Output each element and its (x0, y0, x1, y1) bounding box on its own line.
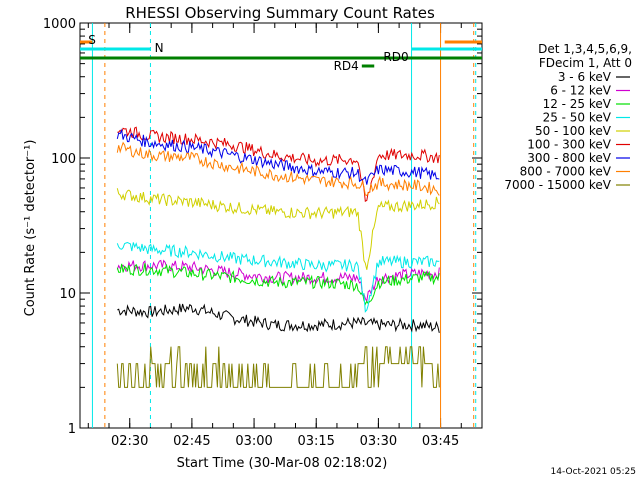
series-line-2 (116, 263, 440, 306)
plot-area: 1 10 100 1000 02:30 02:45 03:00 03:15 03:30 03:45… (43, 17, 630, 449)
series-line-5 (117, 126, 440, 202)
legend-header-2: FDecim 1, Att 0 (539, 56, 632, 70)
legend-label: 50 - 100 keV (535, 124, 612, 138)
flag-label-rd4: RD4 (334, 59, 359, 73)
x-tick-label: 02:30 (111, 434, 148, 449)
series-line-0 (117, 303, 440, 334)
x-tick-label: 03:15 (297, 434, 334, 449)
legend-label: 100 - 300 keV (527, 138, 611, 152)
series-line-8 (116, 346, 440, 388)
legend-label: 25 - 50 keV (543, 111, 612, 125)
series-line-3 (116, 241, 440, 313)
legend-label: 7000 - 15000 keV (504, 178, 611, 192)
legend-header-1: Det 1,3,4,5,6,9, (538, 42, 632, 56)
legend-label: 3 - 6 keV (558, 70, 612, 84)
chart-title: RHESSI Observing Summary Count Rates (125, 4, 435, 22)
x-tick-label: 03:30 (360, 434, 397, 449)
legend-label: 800 - 7000 keV (520, 165, 612, 179)
timestamp: 14-Oct-2021 05:25 (551, 467, 636, 477)
flag-label-s: S (88, 33, 96, 47)
legend-label: 300 - 800 keV (527, 151, 611, 165)
y-axis-label: Count Rate (s⁻¹ detector⁻¹) (23, 140, 38, 317)
y-tick-label: 1000 (43, 17, 76, 32)
legend-label: 12 - 25 keV (543, 97, 612, 111)
series-line-4 (116, 188, 440, 270)
x-tick-label: 03:45 (422, 434, 459, 449)
y-tick-label: 1 (68, 422, 76, 437)
series-line-7 (116, 141, 440, 197)
x-axis-label: Start Time (30-Mar-08 02:18:02) (177, 456, 388, 471)
x-tick-label: 03:00 (235, 434, 272, 449)
plot-frame (79, 22, 483, 429)
series-line-6 (116, 128, 440, 185)
flag-label-n: N (155, 41, 164, 55)
flag-label-rd0: RD0 (383, 50, 408, 64)
y-tick-label: 100 (51, 152, 76, 167)
legend-label: 6 - 12 keV (550, 84, 612, 98)
y-tick-label: 10 (59, 287, 76, 302)
x-tick-label: 02:45 (173, 434, 210, 449)
series-line-1 (116, 259, 440, 303)
